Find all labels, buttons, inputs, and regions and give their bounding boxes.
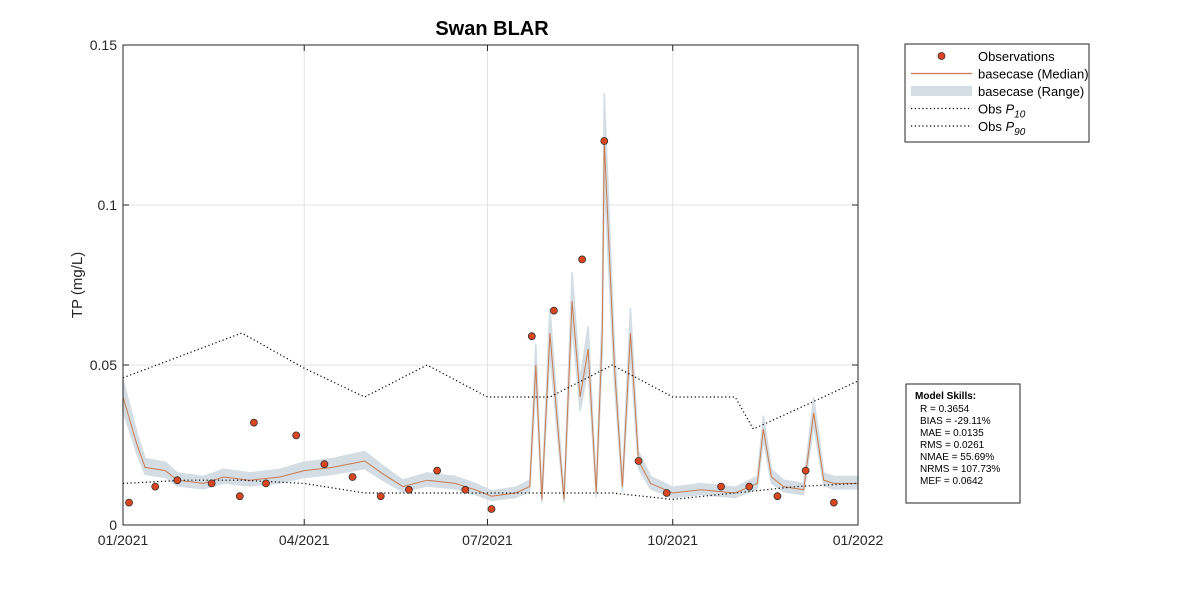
x-tick-label: 07/2021 (462, 532, 513, 548)
observation-point (207, 479, 216, 488)
legend: Observations basecase (Median) basecase (R… (904, 43, 1090, 143)
median-line (122, 140, 858, 500)
observation-point (829, 498, 838, 507)
observation-point (773, 492, 782, 501)
observation-point (801, 466, 810, 475)
observation-point (348, 473, 357, 481)
p10-line (122, 479, 859, 501)
skill-row: MAE = 0.0135 (920, 428, 984, 439)
observation-point (578, 255, 587, 264)
observation-point (550, 306, 558, 315)
gridlines (123, 45, 858, 525)
observation-point (151, 482, 160, 491)
skill-row: MEF = 0.0642 (920, 476, 984, 487)
observation-point (125, 498, 133, 507)
observation-points (125, 137, 838, 513)
observation-point (662, 489, 671, 497)
observation-point (235, 492, 244, 501)
observation-point (173, 476, 182, 485)
y-tick-label: 0.15 (90, 37, 117, 53)
legend-symbol-range (911, 86, 972, 96)
observation-point (634, 457, 643, 465)
x-tick-label: 01/2022 (833, 532, 884, 548)
legend-label: Obs P10 (978, 102, 1026, 121)
observation-point (405, 485, 413, 494)
observation-point (487, 505, 496, 513)
p90-line (122, 332, 859, 430)
observation-point (433, 466, 442, 475)
legend-label: Obs P90 (978, 119, 1026, 138)
legend-symbol-observations (937, 52, 946, 60)
skill-row: NMAE = 55.69% (920, 452, 994, 463)
x-tick-label: 04/2021 (279, 532, 330, 548)
skill-row: RMS = 0.0261 (920, 440, 985, 451)
skills-box-frame (905, 383, 1021, 504)
observation-point (262, 479, 270, 488)
y-tick-label: 0 (109, 517, 117, 533)
observation-point (745, 482, 754, 491)
series-lines (122, 140, 859, 501)
observation-point (376, 492, 385, 501)
x-tick-label: 01/2021 (98, 532, 149, 548)
range-band (122, 92, 859, 504)
y-axis-label: TP (mg/L) (69, 252, 86, 318)
observation-point (292, 431, 301, 440)
y-tick-label: 0.1 (98, 197, 118, 213)
skills-header: Model Skills: (915, 391, 976, 402)
x-tick-label: 10/2021 (647, 532, 698, 548)
plot-frame (122, 44, 859, 526)
legend-label: basecase (Median) (978, 67, 1089, 82)
observation-point (717, 482, 725, 491)
legend-label: basecase (Range) (978, 84, 1084, 99)
observation-point (527, 332, 536, 341)
legend-label: Observations (978, 49, 1055, 64)
skill-row: R = 0.3654 (920, 404, 970, 415)
observation-point (249, 418, 258, 427)
skill-row: NRMS = 107.73% (920, 464, 1000, 475)
observation-point (320, 460, 329, 469)
skill-row: BIAS = -29.11% (920, 416, 991, 427)
y-tick-label: 0.05 (90, 357, 117, 373)
y-axis-ticks: 0 0.05 0.1 0.15 (90, 37, 858, 533)
observation-point (600, 137, 609, 145)
x-axis-ticks: 01/2021 04/2021 07/2021 10/2021 01/2022 (98, 45, 884, 548)
chart-title: Swan BLAR (435, 18, 549, 40)
range-band-area (122, 92, 859, 504)
observation-point (461, 485, 470, 494)
